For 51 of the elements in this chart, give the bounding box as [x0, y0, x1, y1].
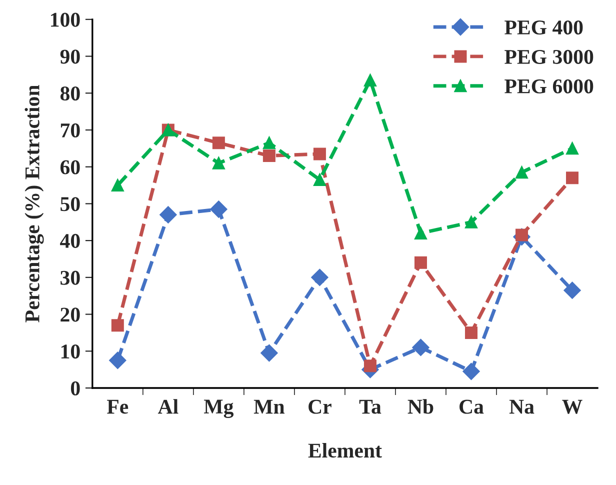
point — [364, 74, 376, 86]
point — [414, 256, 427, 269]
point — [364, 360, 376, 372]
point — [109, 352, 126, 369]
point — [464, 216, 478, 228]
y-tick-label: 30 — [60, 270, 80, 285]
x-tick-label: Ta — [359, 400, 382, 414]
point — [414, 226, 427, 240]
x-tick-label: Ca — [460, 400, 484, 414]
y-tick-label: 20 — [60, 308, 80, 322]
point — [311, 268, 328, 286]
x-tick-label: Mg — [204, 400, 234, 418]
point — [566, 142, 579, 155]
y-tick-label: 80 — [60, 86, 80, 101]
point — [210, 200, 228, 218]
point — [313, 173, 326, 186]
point — [313, 148, 326, 160]
point — [111, 319, 124, 332]
y-tick-label: 50 — [60, 197, 80, 212]
x-tick-label: Na — [509, 400, 534, 414]
legend-label: PEG 3000 — [504, 50, 594, 64]
point — [462, 362, 480, 380]
point — [160, 206, 177, 224]
point — [564, 282, 581, 299]
point — [516, 166, 528, 179]
y-tick-label: 60 — [60, 160, 80, 174]
legend-label: PEG 6000 — [504, 79, 594, 94]
x-tick-label: Mn — [254, 400, 285, 414]
point — [262, 136, 276, 150]
y-tick-label: 10 — [61, 344, 80, 359]
y-tick-label: 40 — [60, 234, 80, 248]
point — [212, 156, 225, 170]
y-tick-label: 100 — [51, 12, 80, 27]
point — [566, 172, 579, 184]
y-tick-label: 70 — [60, 123, 80, 138]
point — [412, 338, 430, 356]
point — [111, 179, 124, 192]
y-axis-title: Percentage (%) Extraction — [24, 85, 44, 322]
point — [262, 150, 276, 162]
x-tick-label: W — [562, 400, 582, 414]
y-tick-label: 0 — [70, 381, 80, 396]
x-tick-label: Fe — [107, 400, 128, 414]
legend-label: PEG 400 — [504, 20, 583, 35]
x-tick-label: Al — [158, 399, 178, 414]
x-tick-label: Cr — [308, 400, 332, 414]
point — [212, 136, 225, 150]
point — [464, 326, 478, 339]
y-tick-label: 90 — [60, 50, 80, 64]
x-tick-label: Nb — [408, 399, 434, 414]
point — [260, 344, 278, 362]
x-axis-title: Element — [308, 443, 382, 458]
